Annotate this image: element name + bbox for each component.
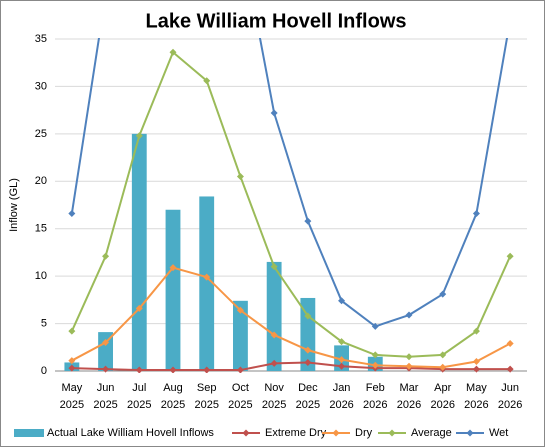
x-tick-label: Oct 2025 (228, 382, 252, 411)
marker (405, 362, 413, 370)
line (70, 50, 512, 358)
marker (472, 365, 480, 373)
legend-marker (332, 429, 340, 437)
bar (266, 261, 282, 371)
marker (102, 252, 110, 260)
marker (506, 365, 514, 373)
x-tick-label: Jan 2026 (329, 382, 353, 411)
marker (338, 362, 346, 370)
bar (131, 133, 147, 371)
marker (439, 363, 447, 371)
x-tick-label: Jun 2026 (498, 382, 522, 411)
x-tick-label: May 2025 (60, 382, 84, 411)
legend-label: Actual Lake William Hovell Inflows (47, 427, 214, 439)
marker (102, 365, 110, 373)
line (71, 361, 511, 372)
x-tick-label: Feb 2026 (363, 382, 387, 411)
y-tick-label: 10 (35, 270, 47, 282)
marker (203, 366, 211, 373)
y-tick-label: 30 (35, 80, 47, 92)
x-tick-label: May 2026 (464, 382, 488, 411)
x-tick-label: Jun 2025 (93, 382, 117, 411)
marker (506, 252, 514, 260)
marker (68, 210, 76, 218)
marker (68, 357, 76, 365)
legend-marker (242, 429, 250, 437)
marker (169, 366, 177, 373)
marker (439, 290, 447, 298)
marker (472, 210, 480, 218)
y-axis-label: Inflow (GL) (8, 178, 20, 232)
marker (270, 263, 278, 271)
plot-area (64, 38, 514, 373)
marker (304, 312, 312, 320)
line (71, 266, 511, 369)
marker (304, 358, 312, 366)
marker (68, 327, 76, 335)
marker (472, 358, 480, 366)
legend-label: Average (411, 427, 452, 439)
marker (135, 366, 143, 373)
marker (338, 356, 346, 364)
x-tick-label: Mar 2026 (397, 382, 421, 411)
marker (270, 359, 278, 367)
x-tick-label: Jul 2025 (127, 382, 151, 411)
marker (371, 361, 379, 369)
marker (169, 48, 177, 56)
chart-title: Lake William Hovell Inflows (146, 10, 407, 32)
bar (98, 332, 113, 371)
marker (102, 339, 110, 347)
bar (233, 300, 248, 371)
y-tick-label: 20 (35, 175, 47, 187)
marker (405, 311, 413, 319)
x-tick-label: Nov 2025 (262, 382, 286, 411)
marker (203, 77, 211, 85)
legend-marker (466, 429, 474, 437)
marker (135, 304, 143, 312)
marker (304, 217, 312, 225)
bar (165, 209, 181, 371)
marker (506, 339, 514, 347)
x-tick-label: Aug 2025 (161, 382, 185, 411)
marker (135, 132, 143, 140)
x-tick-label: Apr 2026 (430, 382, 454, 411)
marker (405, 353, 413, 361)
marker (169, 264, 177, 272)
y-tick-label: 15 (35, 223, 47, 235)
marker (68, 364, 76, 372)
line (70, 38, 509, 328)
marker (472, 327, 480, 335)
legend-label: Wet (489, 427, 508, 439)
marker (338, 338, 346, 346)
marker (371, 351, 379, 359)
x-tick-label: Dec 2025 (296, 382, 320, 411)
x-tick-label: Sep 2025 (194, 382, 218, 411)
marker (236, 306, 244, 314)
legend-label: Dry (355, 427, 373, 439)
marker (439, 351, 447, 359)
marker (338, 297, 346, 305)
marker (203, 273, 211, 281)
legend-label: Extreme Dry (265, 427, 327, 439)
marker (236, 366, 244, 373)
bar (300, 297, 316, 371)
legend-marker (388, 429, 396, 437)
legend-swatch (14, 429, 44, 437)
y-tick-label: 5 (41, 317, 47, 329)
marker (304, 346, 312, 354)
marker (270, 109, 278, 117)
marker (236, 173, 244, 181)
marker (270, 331, 278, 339)
bar (199, 196, 215, 371)
y-tick-label: 35 (35, 33, 47, 45)
y-tick-label: 25 (35, 128, 47, 140)
marker (371, 322, 379, 330)
y-tick-label: 0 (41, 365, 47, 377)
